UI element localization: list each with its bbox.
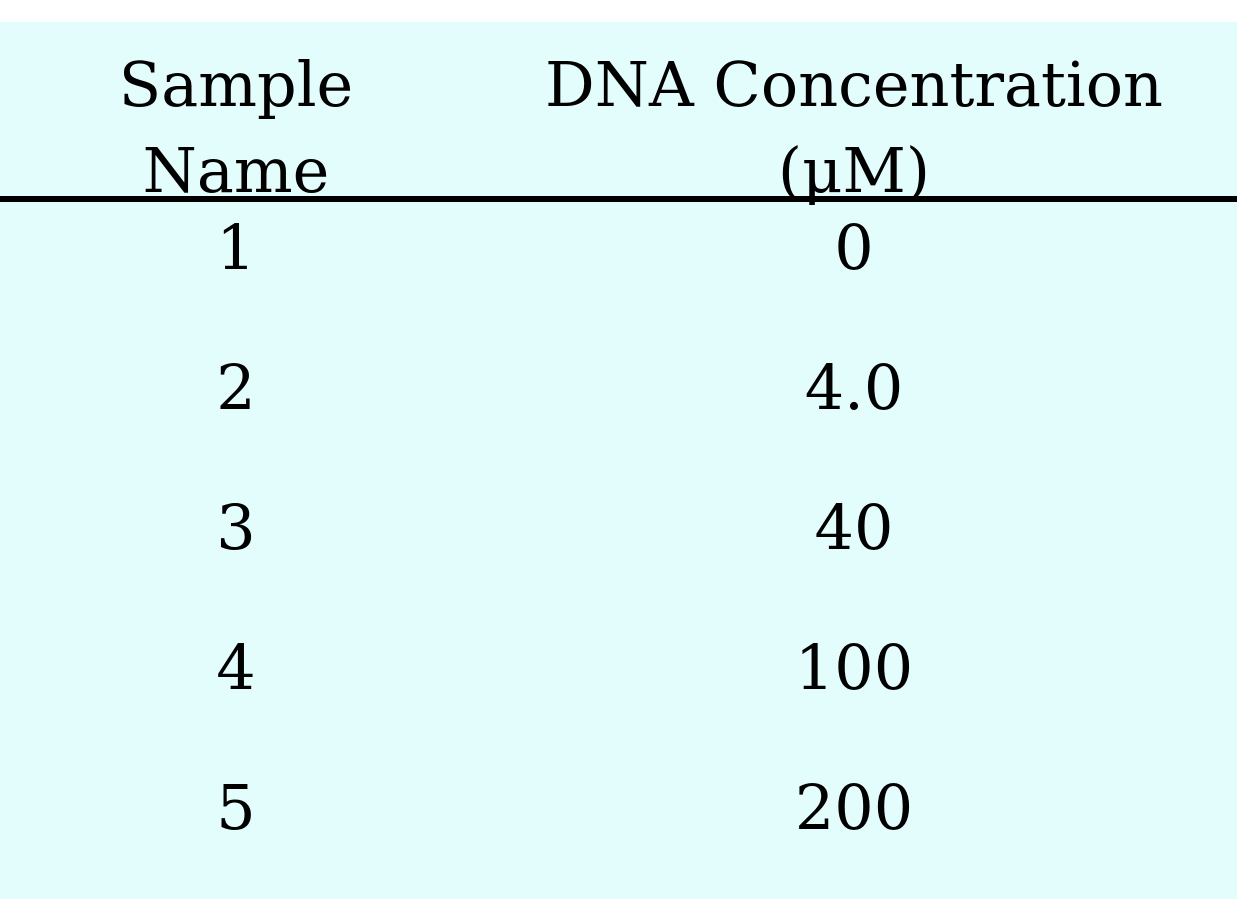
header-dna-concentration-line-1: DNA Concentration [544,48,1163,121]
table-header-row: Sample Name DNA Concentration (μM) [0,22,1237,207]
cell-sample: 3 [216,491,256,564]
cell-concentration: 100 [794,631,914,704]
cell-concentration: 0 [834,211,874,284]
header-sample-name: Sample Name [60,42,412,214]
header-dna-concentration: DNA Concentration (μM) [504,42,1204,214]
cell-sample: 5 [216,771,256,844]
cell-sample: 2 [216,351,256,424]
table-row: 5 200 [0,771,1237,920]
header-sample-name-line-1: Sample [118,48,354,121]
data-table: Sample Name DNA Concentration (μM) 1 0 2… [0,22,1237,899]
table-row: 4 100 [0,631,1237,780]
header-divider [0,196,1237,202]
header-sample-name-line-2: Name [142,134,330,207]
cell-concentration: 40 [814,491,894,564]
table-row: 1 0 [0,211,1237,360]
table-row: 2 4.0 [0,351,1237,500]
cell-sample: 4 [216,631,256,704]
table-row: 3 40 [0,491,1237,640]
cell-concentration: 4.0 [804,351,904,424]
cell-concentration: 200 [794,771,914,844]
header-dna-concentration-line-2: (μM) [777,134,931,207]
cell-sample: 1 [216,211,256,284]
